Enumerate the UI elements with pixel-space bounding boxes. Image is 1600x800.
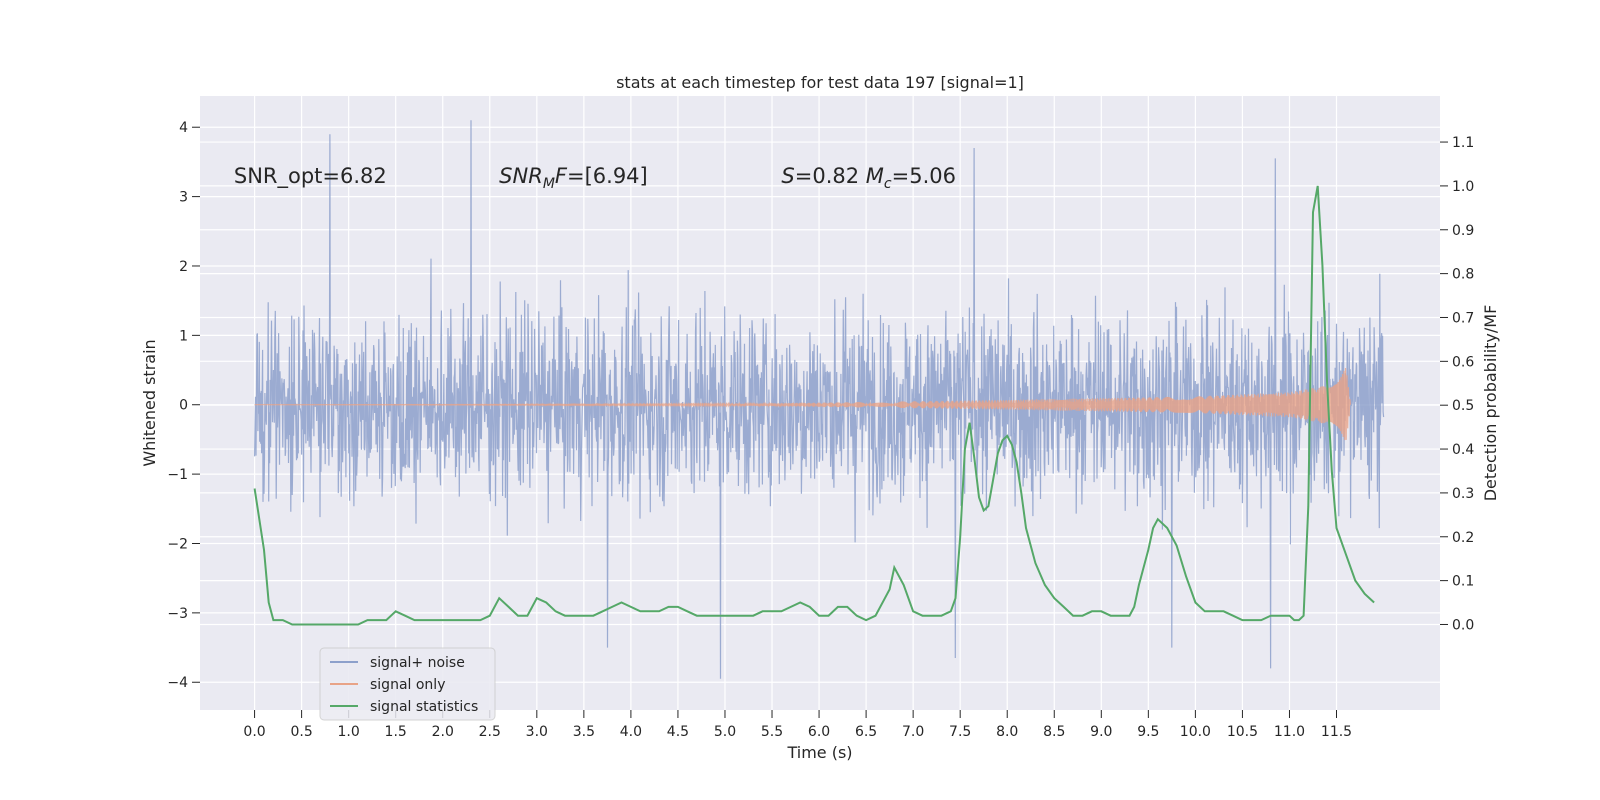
tick-label-right-y: 0.7 (1452, 310, 1474, 326)
y-axis-label-right: Detection probability/MF (1481, 305, 1500, 502)
tick-label-x: 9.5 (1137, 724, 1159, 740)
tick-label-x: 1.0 (338, 724, 360, 740)
signal-only-series (254, 367, 1352, 441)
tick-label-x: 2.0 (432, 724, 454, 740)
tick-label-x: 8.0 (996, 724, 1018, 740)
tick-label-left-y: 1 (179, 328, 188, 344)
tick-label-x: 1.5 (385, 724, 407, 740)
tick-label-right-y: 0.6 (1452, 354, 1474, 370)
legend-label-signal: signal only (370, 677, 445, 693)
legend-label-stats: signal statistics (370, 699, 478, 715)
signal-trace (254, 367, 1352, 441)
tick-label-right-y: 1.0 (1452, 179, 1474, 195)
tick-label-right-y: 0.8 (1452, 267, 1474, 283)
tick-label-x: 11.0 (1274, 724, 1305, 740)
signal-statistics-series (253, 185, 1375, 626)
annotation-snr-mf: SNRMF=[6.94] (499, 164, 648, 192)
tick-label-right-y: 0.3 (1452, 486, 1474, 502)
x-axis-label: Time (s) (786, 743, 852, 762)
tick-label-right-y: 0.2 (1452, 530, 1474, 546)
tick-label-x: 10.0 (1180, 724, 1211, 740)
annotation-s-mc: S=0.82 Mc=5.06 (781, 164, 956, 192)
chart-title: stats at each timestep for test data 197… (616, 73, 1024, 92)
tick-label-x: 10.5 (1227, 724, 1258, 740)
tick-label-left-y: −1 (167, 467, 188, 483)
tick-label-x: 6.5 (855, 724, 877, 740)
tick-label-right-y: 0.9 (1452, 223, 1474, 239)
tick-label-left-y: 0 (179, 398, 188, 414)
tick-label-x: 4.0 (620, 724, 642, 740)
tick-label-x: 0.0 (243, 724, 265, 740)
tick-label-x: 4.5 (667, 724, 689, 740)
tick-label-x: 5.5 (761, 724, 783, 740)
annotation-snr-opt: SNR_opt=6.82 (234, 164, 387, 189)
tick-label-left-y: 3 (179, 190, 188, 206)
tick-label-x: 11.5 (1321, 724, 1352, 740)
tick-label-left-y: −3 (167, 606, 188, 622)
stats-line (253, 185, 1375, 626)
tick-label-right-y: 0.4 (1452, 442, 1474, 458)
tick-label-left-y: −2 (167, 536, 188, 552)
tick-label-x: 5.0 (714, 724, 736, 740)
tick-label-left-y: 4 (179, 120, 188, 136)
tick-label-x: 7.5 (949, 724, 971, 740)
signal-plus-noise-series (254, 120, 1385, 679)
tick-label-x: 6.0 (808, 724, 830, 740)
tick-label-x: 0.5 (290, 724, 312, 740)
tick-label-x: 3.5 (573, 724, 595, 740)
tick-label-left-y: 2 (179, 259, 188, 275)
legend-label-noise: signal+ noise (370, 655, 465, 671)
tick-label-right-y: 1.1 (1452, 135, 1474, 151)
tick-label-x: 2.5 (479, 724, 501, 740)
tick-label-x: 8.5 (1043, 724, 1065, 740)
tick-label-x: 9.0 (1090, 724, 1112, 740)
legend-box (319, 647, 496, 721)
tick-label-left-y: −4 (167, 675, 188, 691)
legend: signal+ noise signal only signal statist… (319, 647, 496, 721)
tick-label-right-y: 0.0 (1452, 617, 1474, 633)
noise-trace (254, 120, 1385, 679)
tick-label-x: 3.0 (526, 724, 548, 740)
y-axis-label-left: Whitened strain (140, 339, 159, 466)
tick-label-right-y: 0.5 (1452, 398, 1474, 414)
tick-label-x: 7.0 (902, 724, 924, 740)
tick-label-right-y: 0.1 (1452, 574, 1474, 590)
